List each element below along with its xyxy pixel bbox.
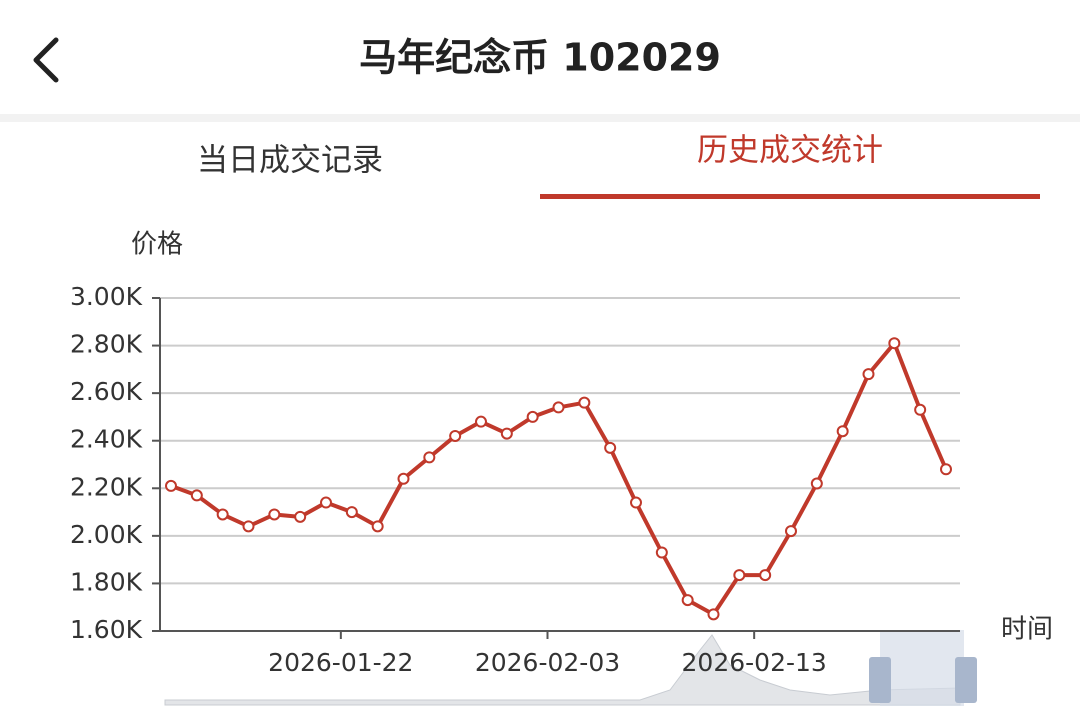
data-point xyxy=(759,569,772,582)
data-point xyxy=(578,396,591,409)
x-tick-label: 2026-02-13 xyxy=(682,648,827,677)
y-tick-label: 2.80K xyxy=(70,330,143,359)
x-tick-label: 2026-01-22 xyxy=(268,648,413,677)
data-point xyxy=(681,594,694,607)
x-tick-label: 2026-02-03 xyxy=(475,648,620,677)
price-line xyxy=(170,341,948,617)
data-point xyxy=(655,546,668,559)
data-point xyxy=(940,463,952,476)
data-point xyxy=(190,489,203,502)
data-point xyxy=(552,401,565,414)
separator xyxy=(0,114,1080,122)
data-point xyxy=(888,337,901,350)
data-point xyxy=(862,368,875,381)
data-point xyxy=(371,520,384,533)
data-point xyxy=(216,508,229,521)
data-point xyxy=(397,472,410,485)
data-point xyxy=(345,506,358,519)
data-point xyxy=(526,410,539,423)
data-point xyxy=(810,477,823,490)
data-point xyxy=(423,451,436,464)
data-point xyxy=(914,403,927,416)
y-tick-label: 1.60K xyxy=(70,615,143,644)
data-point xyxy=(604,441,617,454)
back-button[interactable] xyxy=(33,37,59,83)
data-point xyxy=(733,569,746,582)
page-title: 马年纪念币 102029 xyxy=(359,36,721,80)
data-point xyxy=(242,520,255,533)
x-axis-name: 时间 xyxy=(1001,615,1053,645)
data-point xyxy=(500,427,513,440)
y-tick-label: 3.00K xyxy=(70,282,143,311)
data-point xyxy=(630,496,642,509)
y-tick-label: 2.60K xyxy=(70,377,143,406)
y-tick-label: 2.00K xyxy=(70,520,143,549)
zoom-handle[interactable] xyxy=(955,657,977,703)
data-point xyxy=(836,425,849,438)
data-point xyxy=(475,415,487,428)
y-tick-label: 1.80K xyxy=(70,567,143,596)
zoom-handle[interactable] xyxy=(869,657,891,703)
tab-active[interactable]: 历史成交统计 xyxy=(697,133,883,169)
data-point xyxy=(268,508,281,521)
y-tick-label: 2.20K xyxy=(70,472,143,501)
header-bg xyxy=(0,0,1080,114)
zoom-window[interactable] xyxy=(880,630,964,706)
y-tick-label: 2.40K xyxy=(70,425,143,454)
tab-underline xyxy=(540,194,1040,199)
data-point xyxy=(294,510,307,523)
data-point xyxy=(165,479,177,492)
data-point xyxy=(320,496,332,509)
tab[interactable]: 当日成交记录 xyxy=(197,143,383,179)
data-point xyxy=(785,525,797,538)
data-point xyxy=(449,429,462,442)
data-point xyxy=(707,608,720,621)
y-axis-name: 价格 xyxy=(131,230,183,260)
